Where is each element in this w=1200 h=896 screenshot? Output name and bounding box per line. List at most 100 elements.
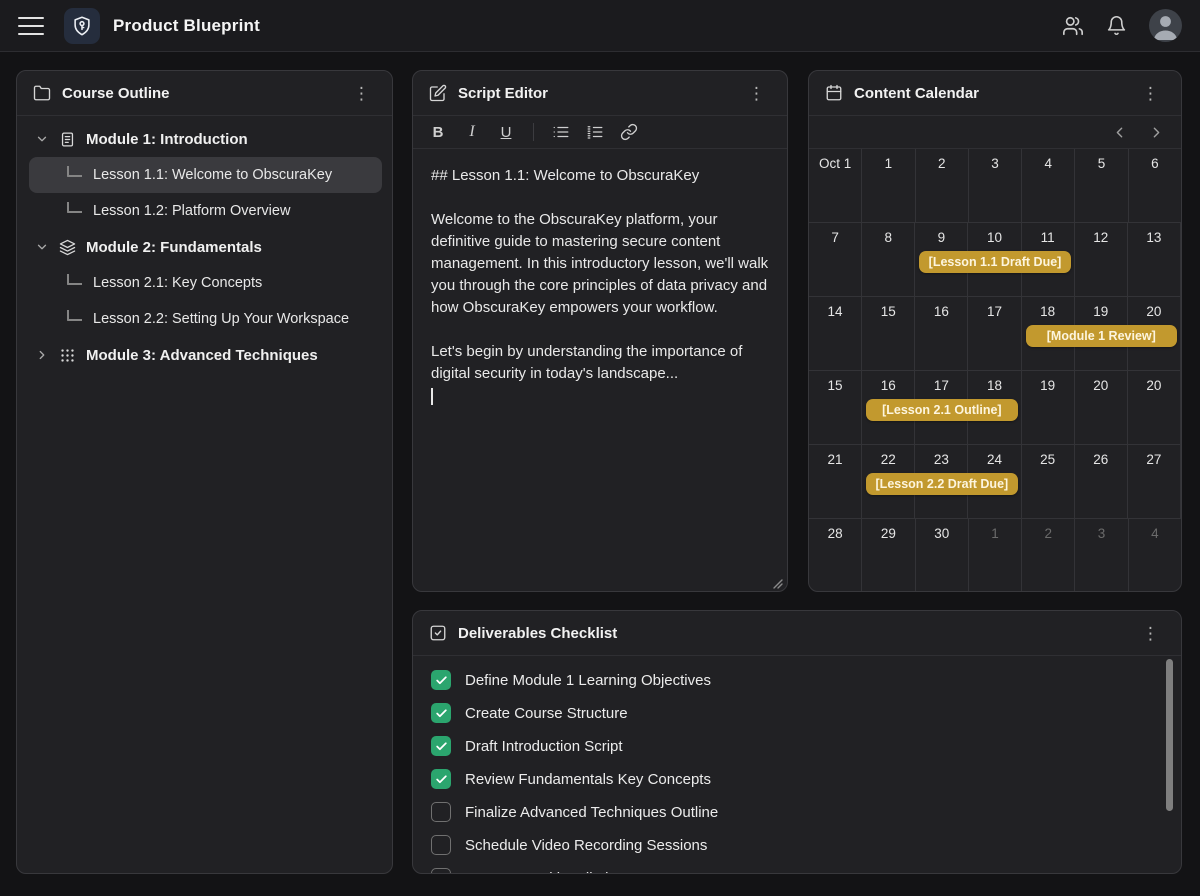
- editor-paragraph: Let's begin by understanding the importa…: [431, 343, 743, 382]
- calendar-day-cell[interactable]: 25: [1022, 445, 1075, 518]
- calendar-day-cell[interactable]: 20: [1128, 371, 1181, 444]
- calendar-day-cell[interactable]: 14: [809, 297, 863, 370]
- shield-key-logo[interactable]: [64, 7, 100, 44]
- bold-button[interactable]: B: [432, 123, 444, 141]
- calendar-grid: Oct 1 1 2 3 4 5 6 7 8 9 10 11 12 13 [Les…: [809, 149, 1181, 591]
- calendar-day-cell[interactable]: 17: [968, 297, 1022, 370]
- hamburger-menu-icon[interactable]: [18, 16, 44, 35]
- toolbar-divider: [533, 123, 534, 141]
- panel-title: Course Outline: [62, 84, 170, 102]
- calendar-day-cell[interactable]: 3: [969, 149, 1023, 222]
- calendar-day-cell[interactable]: Oct 1: [809, 149, 863, 222]
- tree-lesson-1-2[interactable]: Lesson 1.2: Platform Overview: [29, 193, 382, 229]
- checkbox-checked-icon[interactable]: [431, 670, 451, 690]
- kebab-menu-icon[interactable]: ⋮: [353, 83, 370, 103]
- calendar-day-cell[interactable]: 2: [1022, 519, 1076, 591]
- calendar-day-cell[interactable]: 4: [1022, 149, 1076, 222]
- calendar-day-cell[interactable]: 8: [862, 223, 916, 296]
- kebab-menu-icon[interactable]: ⋮: [1142, 83, 1159, 103]
- calendar-day-cell[interactable]: 2: [916, 149, 969, 222]
- chevron-right-icon[interactable]: [1146, 122, 1167, 143]
- italic-button[interactable]: I: [469, 123, 475, 140]
- checkbox-unchecked-icon[interactable]: [431, 835, 451, 855]
- kebab-menu-icon[interactable]: ⋮: [1142, 623, 1159, 643]
- calendar-day-cell[interactable]: 30: [916, 519, 969, 591]
- calendar-day-cell[interactable]: 4: [1151, 526, 1159, 541]
- topbar: Product Blueprint: [0, 0, 1200, 52]
- editor-paragraph: Welcome to the ObscuraKey platform, your…: [431, 211, 769, 316]
- checklist-item[interactable]: Schedule Video Recording Sessions: [431, 835, 1163, 855]
- bell-icon[interactable]: [1106, 15, 1127, 36]
- calendar-event[interactable]: [Module 1 Review]: [1025, 325, 1177, 347]
- tree-branch-icon: [67, 202, 82, 213]
- calendar-day-cell[interactable]: 29: [862, 519, 916, 591]
- calendar-day-cell[interactable]: 15: [862, 297, 916, 370]
- checklist-item-label: Finalize Advanced Techniques Outline: [465, 803, 719, 821]
- kebab-menu-icon[interactable]: ⋮: [748, 83, 765, 103]
- users-icon[interactable]: [1062, 15, 1084, 37]
- calendar-day-cell[interactable]: 21: [809, 445, 863, 518]
- avatar[interactable]: [1149, 9, 1182, 42]
- calendar-day-cell[interactable]: 28: [809, 519, 863, 591]
- calendar-nav: [809, 116, 1181, 149]
- course-tree: Module 1: Introduction Lesson 1.1: Welco…: [17, 116, 392, 373]
- scrollbar-thumb[interactable]: [1166, 659, 1173, 811]
- grid-dots-icon: [59, 347, 76, 364]
- resize-handle[interactable]: [771, 577, 783, 589]
- numbered-list-icon[interactable]: [582, 119, 608, 145]
- checkbox-checked-icon[interactable]: [431, 703, 451, 723]
- calendar-day-cell[interactable]: 7: [809, 223, 863, 296]
- link-icon[interactable]: [616, 119, 642, 145]
- calendar-day-cell[interactable]: 6: [1151, 156, 1159, 171]
- tree-lesson-2-1[interactable]: Lesson 2.1: Key Concepts: [29, 265, 382, 301]
- checklist-item[interactable]: Define Module 1 Learning Objectives: [431, 670, 1163, 690]
- checkbox-checked-icon[interactable]: [431, 769, 451, 789]
- calendar-day-cell[interactable]: 26: [1075, 445, 1128, 518]
- checklist-item[interactable]: Create Course Structure: [431, 703, 1163, 723]
- calendar-event[interactable]: [Lesson 2.2 Draft Due]: [866, 473, 1018, 495]
- tree-module-2[interactable]: Module 2: Fundamentals: [17, 229, 392, 265]
- checkbox-unchecked-icon[interactable]: [431, 802, 451, 822]
- chevron-right-icon[interactable]: [35, 348, 49, 362]
- text-cursor: [431, 388, 433, 405]
- calendar-event[interactable]: [Lesson 1.1 Draft Due]: [919, 251, 1071, 273]
- calendar-day-cell[interactable]: 16: [915, 297, 969, 370]
- checklist-item[interactable]: Finalize Advanced Techniques Outline: [431, 802, 1163, 822]
- calendar-day-cell[interactable]: 11: [1022, 223, 1075, 296]
- calendar-day-cell[interactable]: 3: [1075, 519, 1129, 591]
- app-title: Product Blueprint: [113, 15, 260, 35]
- checklist-item-label: Schedule Video Recording Sessions: [465, 836, 708, 854]
- tree-module-1[interactable]: Module 1: Introduction: [17, 121, 392, 157]
- tree-lesson-2-2[interactable]: Lesson 2.2: Setting Up Your Workspace: [29, 301, 382, 337]
- calendar-day-cell[interactable]: 20: [1128, 297, 1181, 370]
- editor-textarea[interactable]: ## Lesson 1.1: Welcome to ObscuraKey Wel…: [413, 149, 787, 591]
- module-label: Module 1: Introduction: [86, 130, 248, 148]
- calendar-day-cell[interactable]: 13: [1128, 223, 1181, 296]
- calendar-day-cell[interactable]: 19: [1022, 371, 1075, 444]
- calendar-day-cell[interactable]: 1: [969, 519, 1023, 591]
- calendar-week-5: 21 22 23 24 25 26 27 [Lesson 2.2 Draft D…: [809, 445, 1181, 519]
- calendar-day-cell[interactable]: 12: [1075, 223, 1128, 296]
- tree-lesson-1-1[interactable]: Lesson 1.1: Welcome to ObscuraKey: [29, 157, 382, 193]
- calendar-day-cell[interactable]: 27: [1128, 445, 1181, 518]
- calendar-day-cell[interactable]: 24: [968, 445, 1022, 518]
- checklist-item[interactable]: Draft Introduction Script: [431, 736, 1163, 756]
- tree-module-3[interactable]: Module 3: Advanced Techniques: [17, 337, 392, 373]
- calendar-day-cell[interactable]: 20: [1075, 371, 1128, 444]
- checklist-item-label: Review Fundamentals Key Concepts: [465, 770, 711, 788]
- calendar-day-cell[interactable]: 18: [968, 371, 1022, 444]
- calendar-day-cell[interactable]: 5: [1075, 149, 1129, 222]
- calendar-event[interactable]: [Lesson 2.1 Outline]: [866, 399, 1018, 421]
- checkbox-checked-icon[interactable]: [431, 736, 451, 756]
- chevron-down-icon[interactable]: [35, 240, 49, 254]
- checkbox-unchecked-icon[interactable]: [431, 868, 451, 873]
- calendar-day-cell[interactable]: 15: [809, 371, 863, 444]
- bullet-list-icon[interactable]: [548, 119, 574, 145]
- chevron-left-icon[interactable]: [1109, 122, 1130, 143]
- underline-button[interactable]: U: [500, 123, 512, 141]
- checklist-item[interactable]: Review Fundamentals Key Concepts: [431, 769, 1163, 789]
- tree-branch-icon: [67, 310, 82, 321]
- calendar-day-cell[interactable]: 1: [862, 149, 916, 222]
- chevron-down-icon[interactable]: [35, 132, 49, 146]
